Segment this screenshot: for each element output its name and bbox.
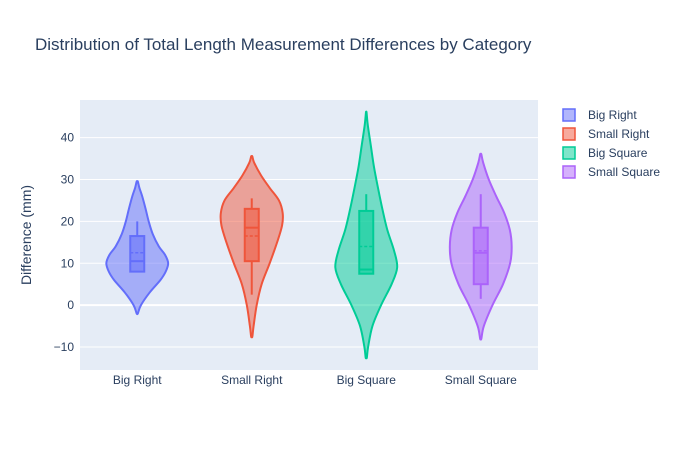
x-tick-label: Small Square [445, 373, 517, 387]
y-tick-label: 10 [61, 256, 75, 270]
box-big-right [129, 235, 146, 273]
x-axis-ticks: Big Right Small Right Big Square Small Squa… [113, 373, 517, 387]
box-small-square [472, 226, 489, 286]
legend-label-small-square: Small Square [588, 165, 660, 179]
legend-swatch-small-right [562, 127, 576, 141]
y-axis-title: Difference (mm) [18, 185, 34, 285]
legend[interactable]: Big Right Small Right Big Square Small Squa… [562, 108, 660, 179]
legend-swatch-small-square [562, 165, 576, 179]
y-tick-label: 30 [61, 173, 75, 187]
y-axis-ticks: −10 0 10 20 30 40 [54, 131, 75, 354]
legend-swatch-big-square [562, 146, 576, 160]
box-big-square [358, 209, 375, 275]
chart-title: Distribution of Total Length Measurement… [35, 35, 532, 54]
y-tick-label: 40 [61, 131, 75, 145]
legend-label-small-right: Small Right [588, 127, 650, 141]
y-tick-label: 20 [61, 214, 75, 228]
box-small-right [243, 207, 260, 263]
legend-label-big-square: Big Square [588, 146, 648, 160]
y-tick-label: 0 [67, 298, 74, 312]
legend-label-big-right: Big Right [588, 108, 637, 122]
legend-swatch-big-right [562, 108, 576, 122]
x-tick-label: Big Square [337, 373, 397, 387]
x-tick-label: Small Right [221, 373, 283, 387]
violins [105, 110, 513, 360]
x-tick-label: Big Right [113, 373, 162, 387]
y-tick-label: −10 [54, 340, 75, 354]
